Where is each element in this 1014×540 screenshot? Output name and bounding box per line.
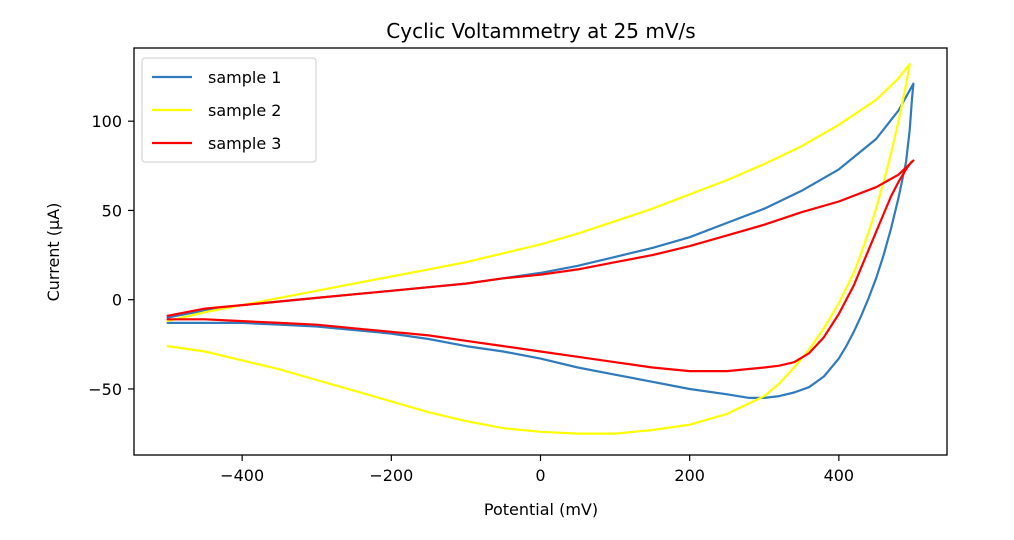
- y-tick-label: 0: [112, 291, 122, 310]
- x-tick-label: −400: [220, 466, 264, 485]
- series-line-2: [166, 62, 911, 435]
- plot-lines: [166, 62, 915, 435]
- x-tick-label: 200: [674, 466, 705, 485]
- legend-label-3: sample 3: [208, 134, 281, 153]
- legend: sample 1 sample 2 sample 3: [141, 57, 317, 163]
- legend-box: [141, 57, 317, 163]
- chart-title: Cyclic Voltammetry at 25 mV/s: [386, 19, 695, 43]
- x-axis-ticks: −400 −200 0 200 400: [220, 455, 854, 485]
- y-tick-label: −50: [88, 380, 122, 399]
- x-axis-label: Potential (mV): [484, 500, 598, 519]
- y-tick-label: 100: [91, 112, 122, 131]
- y-axis-ticks: −50 0 50 100: [88, 112, 134, 399]
- legend-label-1: sample 1: [208, 68, 281, 87]
- legend-label-2: sample 2: [208, 101, 281, 120]
- x-tick-label: 400: [824, 466, 855, 485]
- series-line-3: [166, 159, 915, 373]
- y-tick-label: 50: [102, 201, 122, 220]
- x-tick-label: 0: [535, 466, 545, 485]
- y-axis-label: Current (µA): [44, 203, 63, 302]
- x-tick-label: −200: [369, 466, 413, 485]
